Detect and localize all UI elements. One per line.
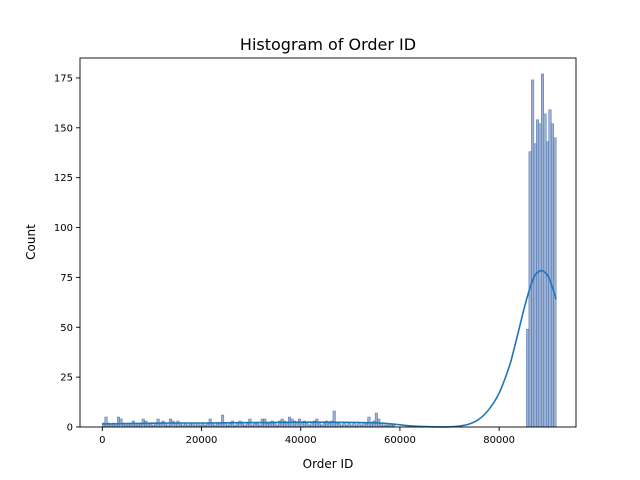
x-axis-ticks: 0 20000 40000 60000 80000 xyxy=(99,427,515,446)
y-tick-label: 75 xyxy=(60,273,73,284)
histogram-bar xyxy=(265,422,269,428)
y-tick-label: 175 xyxy=(54,73,73,84)
histogram-bar xyxy=(553,137,557,428)
histogram-bar xyxy=(300,422,304,428)
histogram-bar xyxy=(362,422,366,428)
histogram-bar xyxy=(548,109,552,428)
histogram-bar xyxy=(531,79,535,428)
histogram-bar xyxy=(231,420,235,428)
histogram-bar xyxy=(253,422,257,428)
histogram-bar xyxy=(352,422,356,428)
x-tick-label: 80000 xyxy=(483,435,515,446)
histogram-bar xyxy=(533,143,537,428)
histogram-bar xyxy=(305,422,309,428)
y-tick-label: 100 xyxy=(54,223,73,234)
histogram-bar xyxy=(357,422,361,428)
histogram-bar xyxy=(240,422,244,428)
histogram-bar xyxy=(268,422,272,428)
y-tick-label: 25 xyxy=(60,373,73,384)
histogram-bar xyxy=(104,416,108,428)
y-axis-label: Count xyxy=(24,224,38,260)
x-tick-label: 20000 xyxy=(186,435,218,446)
histogram-bar xyxy=(315,418,319,428)
x-tick-label: 0 xyxy=(99,435,105,446)
bars-group xyxy=(102,73,557,428)
y-tick-label: 125 xyxy=(54,173,73,184)
histogram-bar xyxy=(541,73,545,428)
histogram-bar xyxy=(245,422,249,428)
histogram-bar xyxy=(337,422,341,428)
histogram-bar xyxy=(295,422,299,428)
histogram-bar xyxy=(161,420,165,428)
histogram-bar xyxy=(347,422,351,428)
kde-curve xyxy=(102,269,557,428)
histogram-bar xyxy=(369,422,373,428)
histogram-bar xyxy=(545,141,549,428)
histogram-bar xyxy=(526,329,530,428)
y-tick-label: 0 xyxy=(67,423,73,434)
x-tick-label: 60000 xyxy=(384,435,416,446)
histogram-bar xyxy=(372,420,376,428)
histogram-bar xyxy=(235,422,239,428)
histogram-bar xyxy=(327,422,331,428)
histogram-bar xyxy=(538,123,542,428)
histogram-bar xyxy=(322,422,326,428)
y-tick-label: 50 xyxy=(60,323,73,334)
histogram-bar xyxy=(176,420,180,428)
histogram-bar xyxy=(273,422,277,428)
x-tick-label: 40000 xyxy=(285,435,317,446)
histogram-bar xyxy=(171,420,175,428)
y-axis-ticks: 0 25 50 75 100 125 150 175 xyxy=(54,73,80,434)
histogram-bar xyxy=(543,113,547,428)
histogram-bar xyxy=(310,422,314,428)
histogram-bar xyxy=(342,422,346,428)
x-axis-label: Order ID xyxy=(303,457,354,471)
histogram-bar xyxy=(335,422,339,428)
histogram-bar xyxy=(317,422,321,428)
histogram-bar xyxy=(255,422,259,428)
histogram-bar xyxy=(116,416,120,428)
histogram-bar xyxy=(374,412,378,428)
chart-title: Histogram of Order ID xyxy=(240,35,416,54)
histogram-bar xyxy=(364,422,368,428)
histogram-bar xyxy=(285,422,289,428)
histogram-bar xyxy=(228,422,232,428)
y-tick-label: 150 xyxy=(54,123,73,134)
histogram-bar xyxy=(221,414,225,428)
histogram-bar xyxy=(332,410,336,428)
histogram-bar xyxy=(550,123,554,428)
plot-area-frame xyxy=(79,57,577,428)
